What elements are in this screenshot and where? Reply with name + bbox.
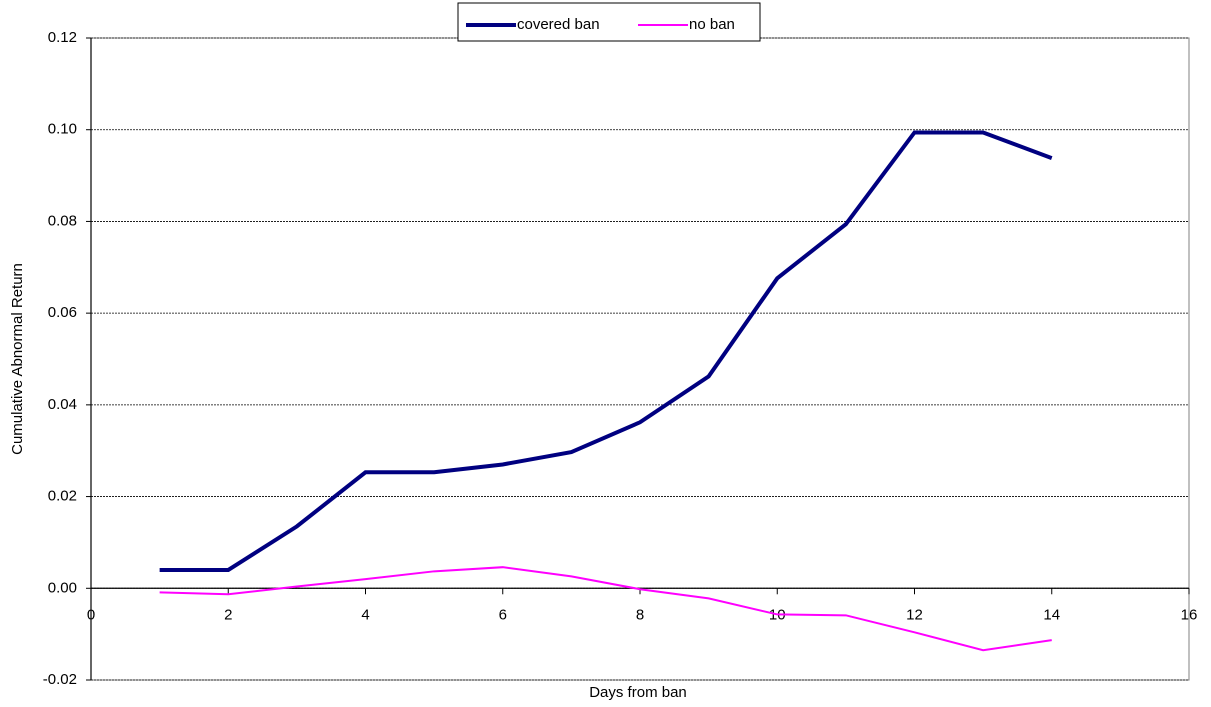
- y-tick-label: -0.02: [43, 671, 77, 688]
- x-axis-label: Days from ban: [589, 684, 687, 701]
- y-axis-label: Cumulative Abnormal Return: [9, 263, 26, 455]
- x-tick-label: 8: [636, 606, 644, 623]
- x-tick-label: 12: [906, 606, 923, 623]
- series-line: [159, 566, 1052, 652]
- x-tick-label: 4: [361, 606, 369, 623]
- x-tick-label: 16: [1181, 606, 1198, 623]
- y-tick-label: 0.04: [48, 396, 77, 413]
- legend-box: [457, 2, 761, 42]
- series-line: [159, 130, 1053, 572]
- x-tick-label: 6: [499, 606, 507, 623]
- x-tick-label: 14: [1043, 606, 1060, 623]
- legend-label: no ban: [689, 16, 735, 33]
- y-tick-label: 0.10: [48, 121, 77, 138]
- plot-border: [90, 37, 1190, 681]
- y-tick-label: 0.12: [48, 29, 77, 46]
- y-tick-label: 0.06: [48, 304, 77, 321]
- y-tick-label: 0.00: [48, 579, 77, 596]
- x-tick-label: 2: [224, 606, 232, 623]
- legend-label: covered ban: [517, 16, 600, 33]
- y-tick-label: 0.02: [48, 488, 77, 505]
- y-tick-label: 0.08: [48, 212, 77, 229]
